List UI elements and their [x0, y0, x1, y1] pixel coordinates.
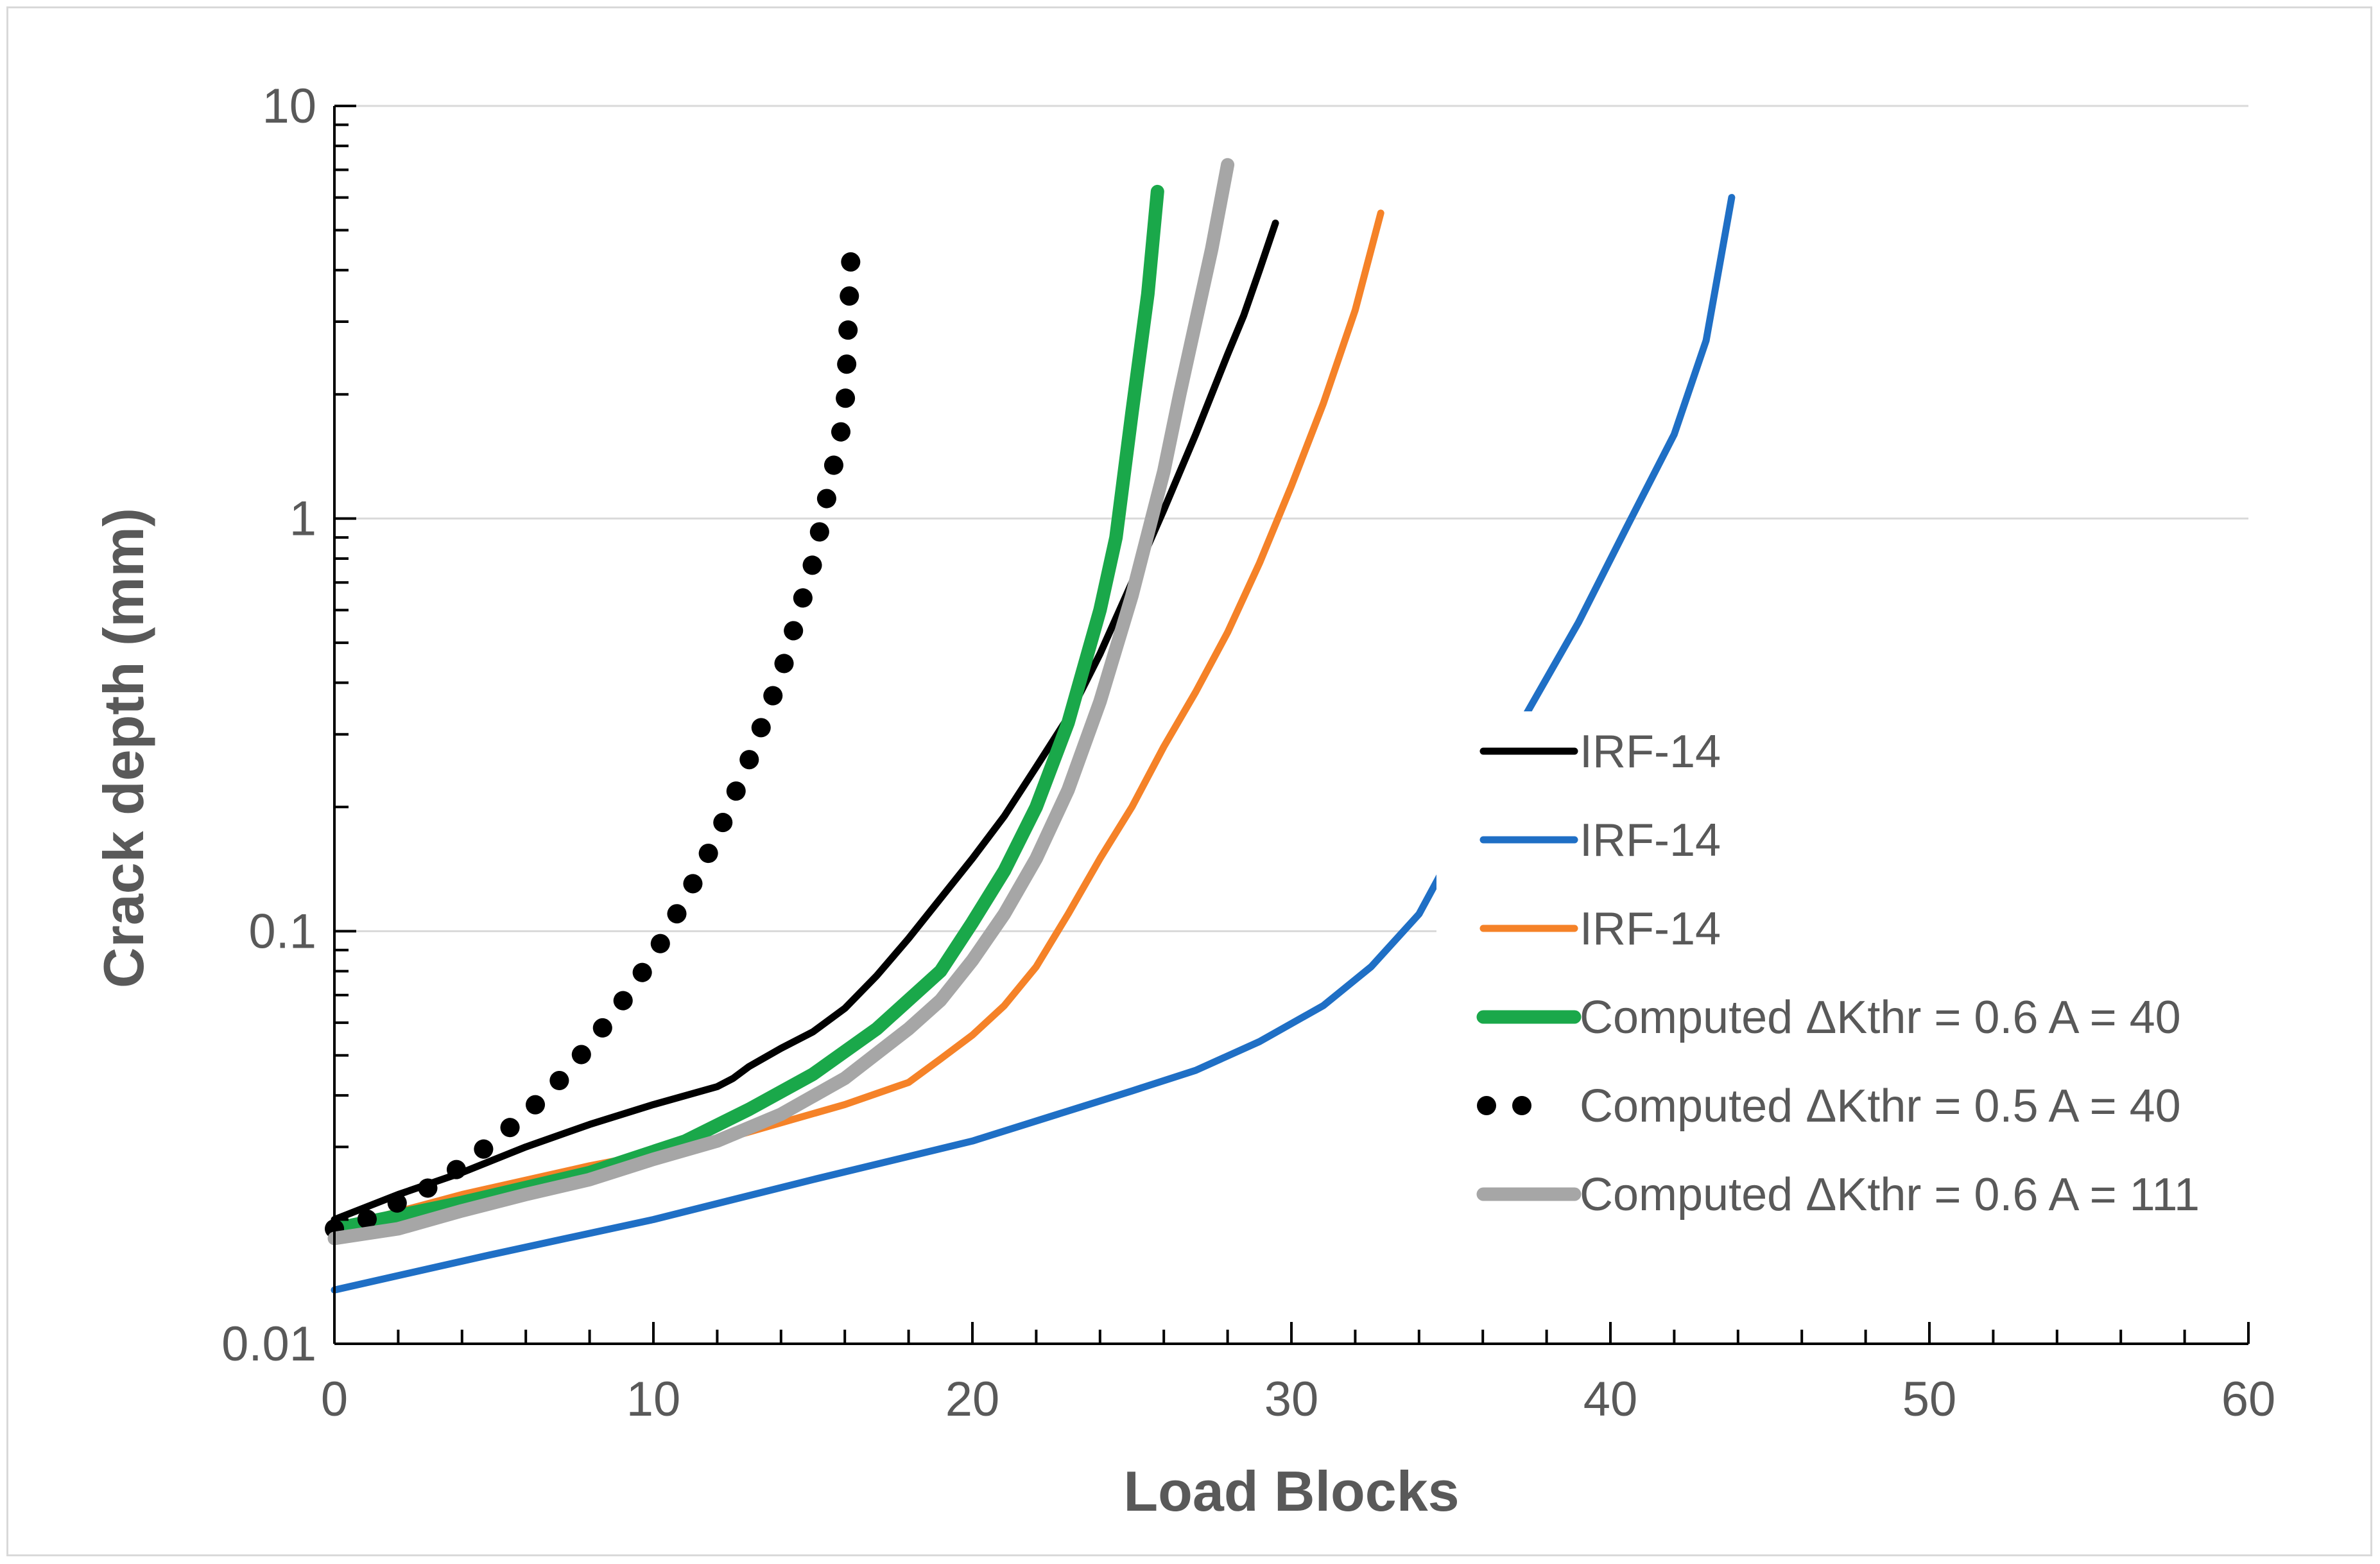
legend-label-4: Computed ΔKthr = 0.6 A = 40: [1580, 992, 2181, 1043]
x-tick-label: 30: [1264, 1372, 1319, 1427]
legend-label-1: IRF-14: [1580, 726, 1721, 778]
legend-label-3: IRF-14: [1580, 903, 1721, 955]
legend: IRF-14 IRF-14 IRF-14 Computed ΔKthr = 0.6 A…: [1436, 711, 2306, 1251]
x-tick-label: 50: [1902, 1372, 1957, 1427]
y-axis-title: Crack depth (mm): [92, 508, 155, 988]
axes: 0 10 20 30 40 50 60 0.01 0.1 1 10: [221, 79, 2275, 1427]
legend-background: [1436, 711, 2306, 1251]
x-tick-label: 40: [1583, 1372, 1638, 1427]
x-tick-label: 20: [945, 1372, 1000, 1427]
legend-label-6: Computed ΔKthr = 0.6 A = 111: [1580, 1169, 2200, 1221]
x-axis-title: Load Blocks: [1123, 1459, 1459, 1523]
legend-label-2: IRF-14: [1580, 815, 1721, 866]
series-line-6: [327, 158, 1235, 1246]
series-line-2: [331, 194, 1736, 1294]
series-layer: [325, 158, 1736, 1294]
x-tick-label: 10: [626, 1372, 681, 1427]
legend-label-5: Computed ΔKthr = 0.5 A = 40: [1580, 1081, 2181, 1132]
series-line-1: [331, 220, 1279, 1223]
series-line-5: [325, 239, 861, 1238]
y-tick-label: 0.01: [221, 1317, 316, 1371]
legend-marker-5: [1512, 1096, 1531, 1115]
series-line-4: [327, 184, 1164, 1236]
legend-marker-5: [1477, 1096, 1496, 1115]
y-tick-label: 0.1: [248, 904, 316, 959]
x-tick-label: 0: [321, 1372, 348, 1427]
y-tick-label: 10: [262, 79, 316, 134]
y-tick-label: 1: [289, 492, 316, 546]
x-tick-label: 60: [2221, 1372, 2276, 1427]
chart-frame: 0 10 20 30 40 50 60 0.01 0.1 1 10 IRF-14 IRF-14 IRF-…: [6, 6, 2372, 1556]
